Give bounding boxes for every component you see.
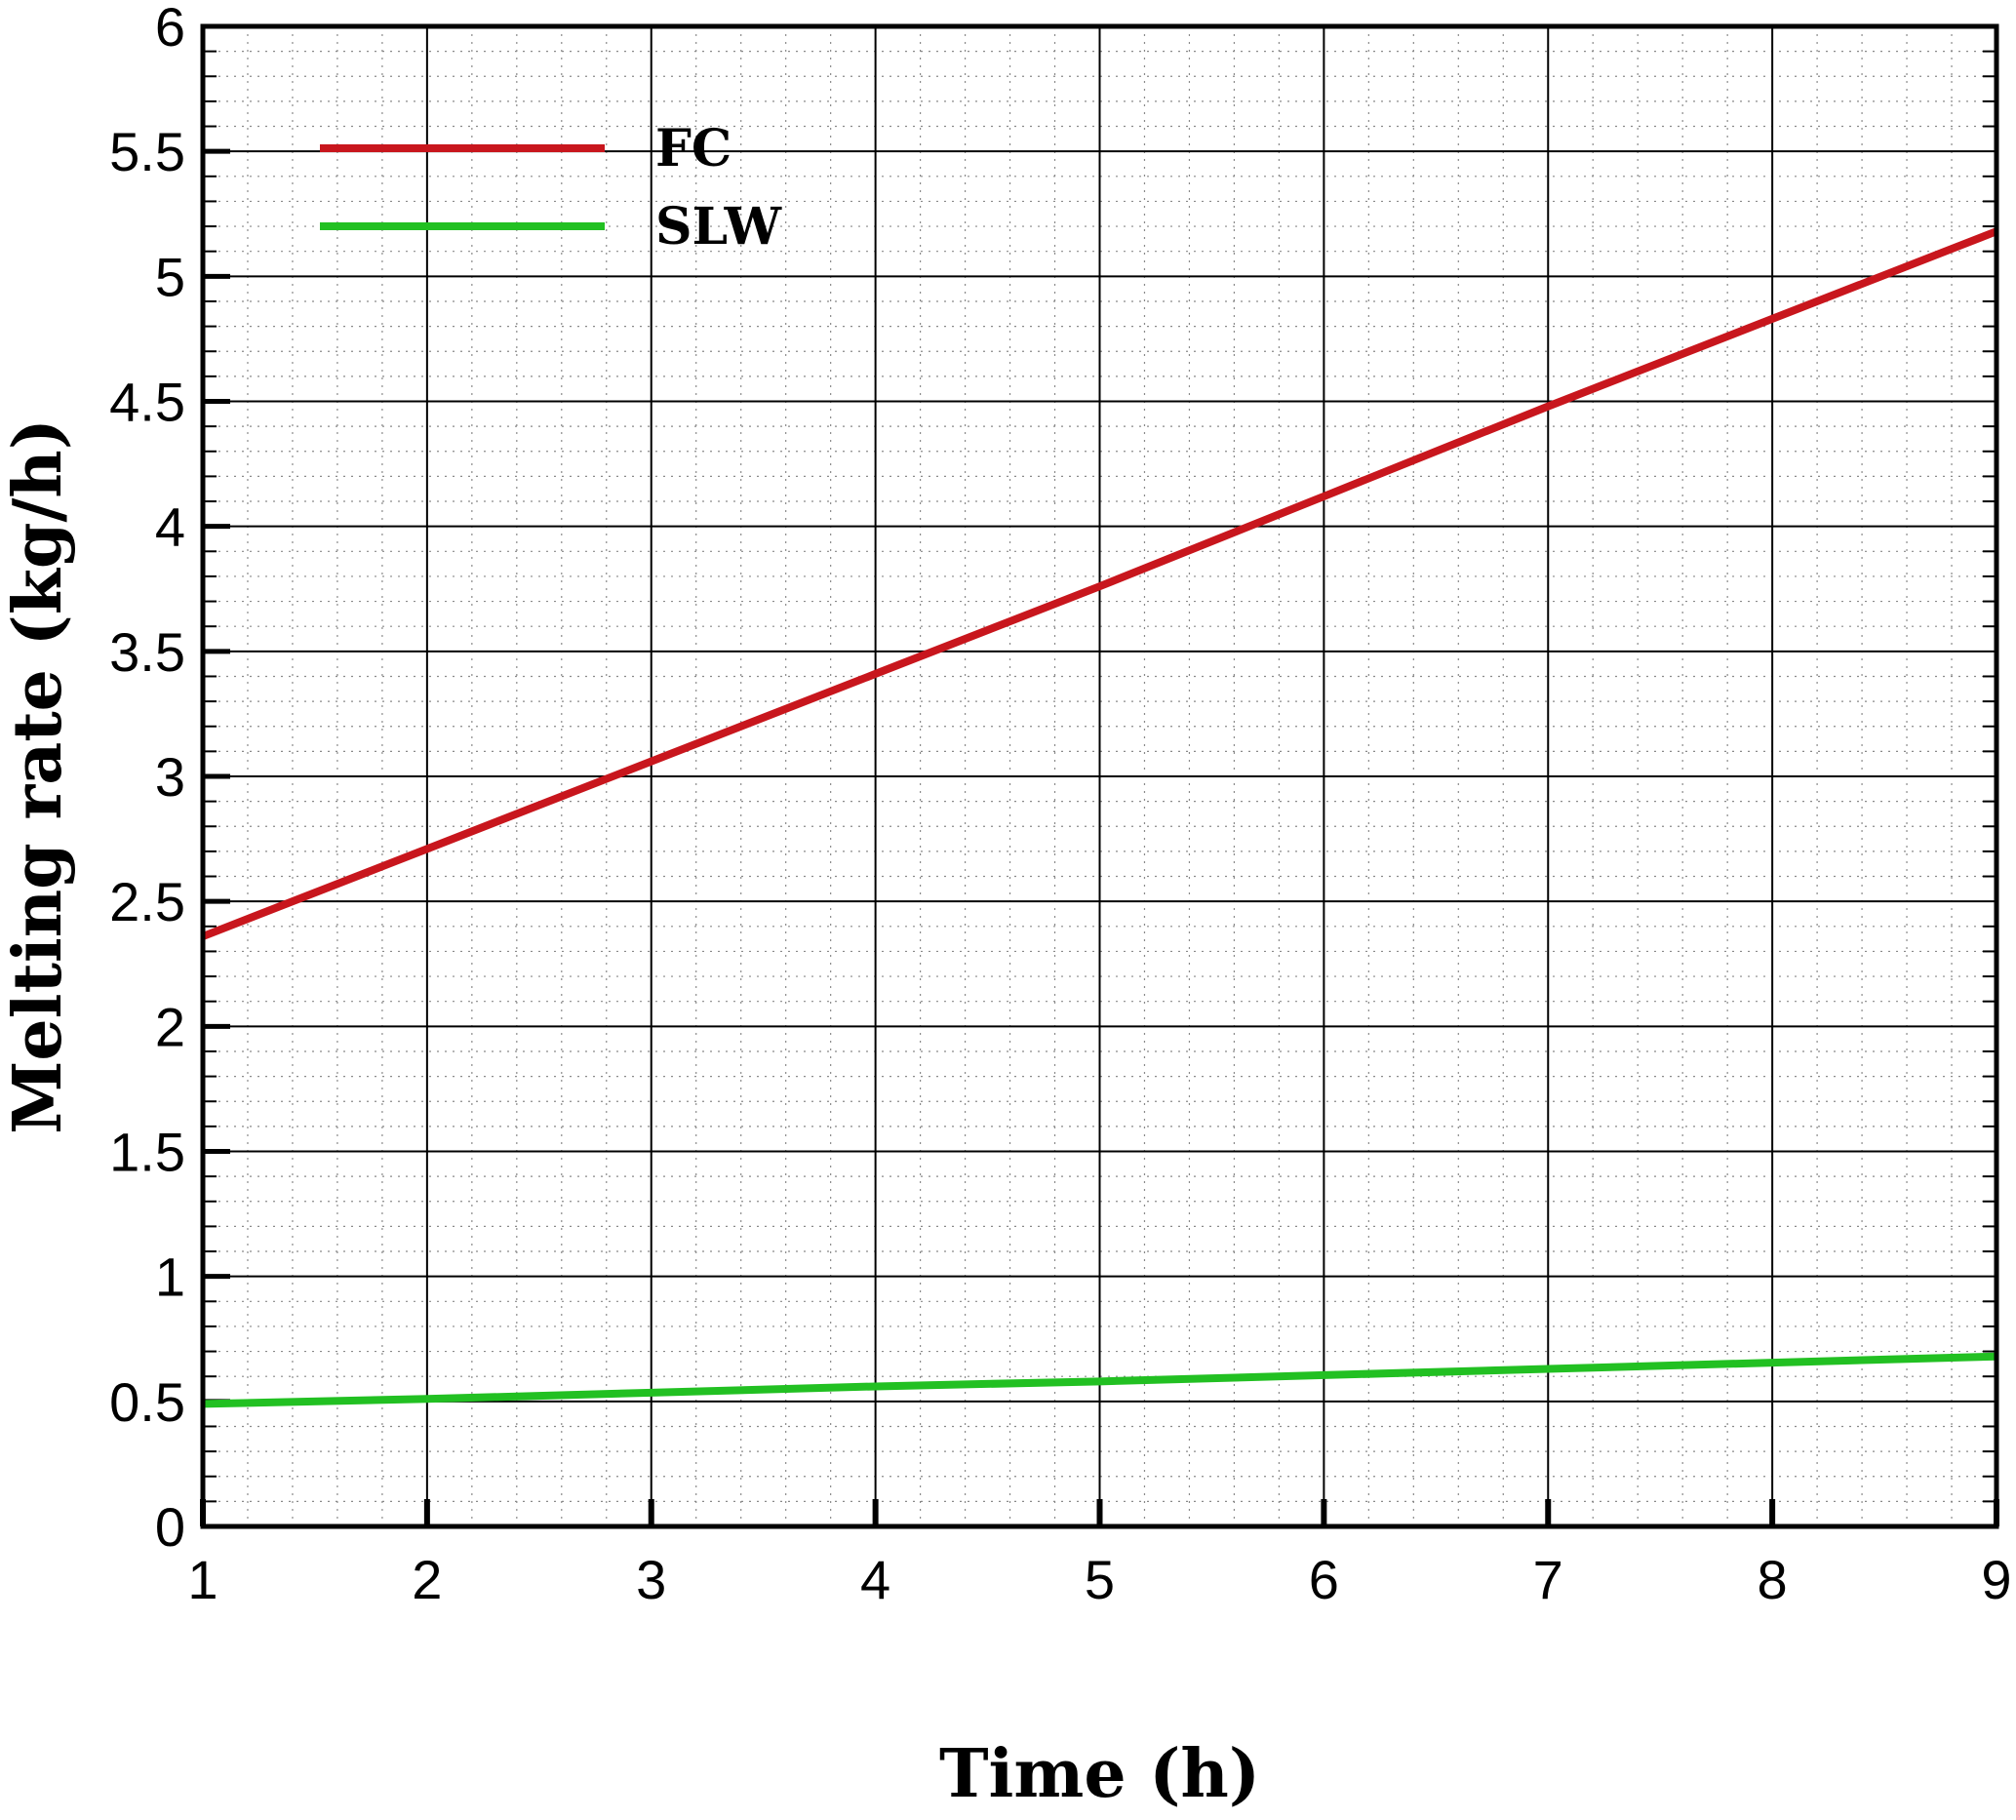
y-tick-label: 0.5 xyxy=(109,1371,185,1433)
x-tick-label: 5 xyxy=(1085,1549,1115,1610)
x-axis-title: Time (h) xyxy=(939,1735,1260,1813)
y-tick-label: 3 xyxy=(155,746,185,808)
x-tick-label: 8 xyxy=(1758,1549,1788,1610)
x-tick-label: 1 xyxy=(187,1549,217,1610)
x-tick-label: 9 xyxy=(1981,1549,2011,1610)
y-tick-label: 1.5 xyxy=(109,1122,185,1183)
y-tick-label: 2.5 xyxy=(109,871,185,932)
y-tick-label: 4 xyxy=(155,496,185,558)
major-grid xyxy=(202,25,1997,1527)
series-line-slw xyxy=(202,1352,1997,1408)
y-tick-label: 1 xyxy=(155,1246,185,1308)
y-axis-title: Melting rate (kg/h) xyxy=(0,418,77,1134)
y-tick-label: 6 xyxy=(155,0,185,58)
legend-label-fc: FC xyxy=(655,119,731,178)
y-tick-label: 2 xyxy=(155,996,185,1057)
y-tick-labels: 0 0.5 1 1.5 2 2.5 3 3.5 4 4.5 5 5.5 6 xyxy=(109,0,185,1558)
x-tick-label: 3 xyxy=(636,1549,666,1610)
plot-frame xyxy=(200,23,1999,1529)
x-tick-label: 4 xyxy=(860,1549,890,1610)
series-line-fc xyxy=(201,227,1998,940)
legend-label-slw: SLW xyxy=(655,197,783,257)
series-layer xyxy=(201,227,1998,1408)
y-tick-label: 0 xyxy=(155,1496,185,1558)
y-tick-label: 5.5 xyxy=(109,121,185,182)
legend: FC SLW xyxy=(320,119,783,257)
x-tick-labels: 1 2 3 4 5 6 7 8 9 xyxy=(187,1549,2011,1610)
y-tick-label: 3.5 xyxy=(109,621,185,683)
y-tick-label: 5 xyxy=(155,246,185,307)
x-tick-label: 2 xyxy=(412,1549,442,1610)
y-tick-label: 4.5 xyxy=(109,372,185,433)
x-tick-label: 7 xyxy=(1533,1549,1563,1610)
x-tick-label: 6 xyxy=(1309,1549,1339,1610)
